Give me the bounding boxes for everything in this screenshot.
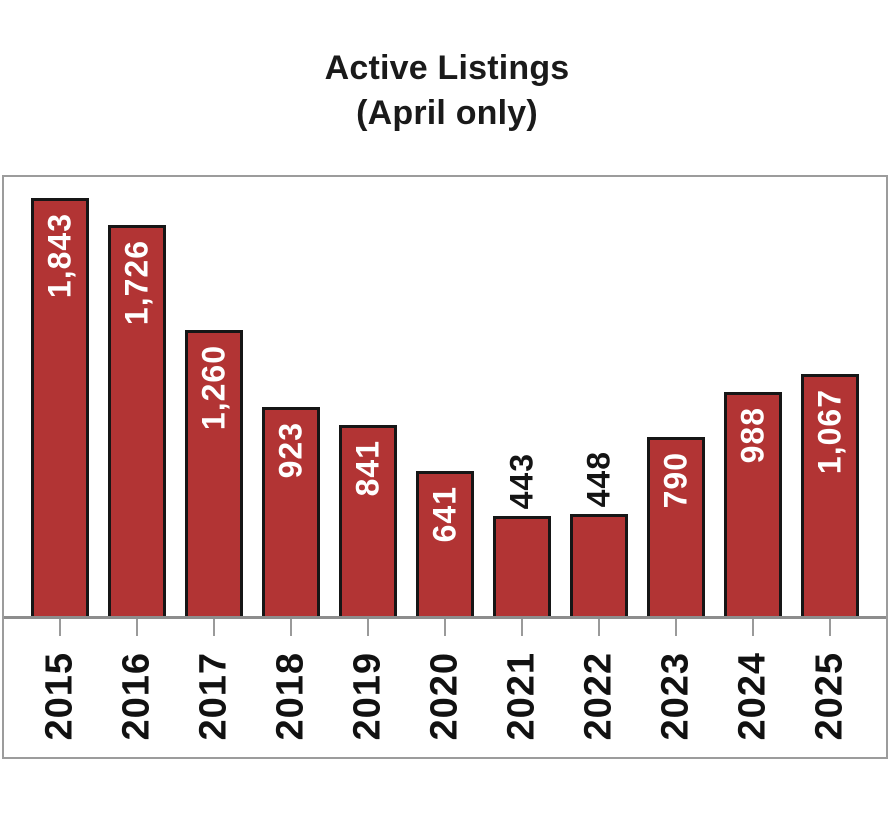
x-axis-label-2020: 2020	[423, 652, 466, 741]
bar-column-2024: 988 2024	[724, 177, 782, 757]
bar-value-label-2025: 1,067	[811, 389, 848, 475]
axis-tick-2019	[367, 619, 369, 636]
bar-value-label-2016: 1,726	[118, 240, 155, 326]
bar-2024: 988	[724, 392, 782, 616]
axis-tick-2020	[444, 619, 446, 636]
chart-frame: 1,843 2015 1,726 2016 1,260 2017 923 2018 841 201…	[2, 175, 888, 759]
x-axis-label-2023: 2023	[654, 652, 697, 741]
bar-column-2015: 1,843 2015	[31, 177, 89, 757]
bar-value-label-2019: 841	[349, 440, 386, 497]
bar-value-label-2018: 923	[272, 422, 309, 479]
axis-tick-2021	[521, 619, 523, 636]
bar-column-2021: 443 2021	[493, 177, 551, 757]
x-axis-label-2019: 2019	[346, 652, 389, 741]
bar-2018: 923	[262, 407, 320, 616]
bar-2019: 841	[339, 425, 397, 616]
axis-tick-2017	[213, 619, 215, 636]
axis-tick-2025	[829, 619, 831, 636]
bar-column-2020: 641 2020	[416, 177, 474, 757]
x-axis-label-2016: 2016	[115, 652, 158, 741]
x-axis-label-2024: 2024	[731, 652, 774, 741]
bar-value-label-2017: 1,260	[195, 345, 232, 431]
bar-column-2023: 790 2023	[647, 177, 705, 757]
bar-2016: 1,726	[108, 225, 166, 616]
axis-tick-2024	[752, 619, 754, 636]
x-axis-label-2021: 2021	[500, 652, 543, 741]
axis-tick-2022	[598, 619, 600, 636]
bar-2022: 448	[570, 451, 628, 616]
bar-2025: 1,067	[801, 374, 859, 616]
axis-tick-2016	[136, 619, 138, 636]
chart-title-line2: (April only)	[356, 93, 538, 132]
bar-2020: 641	[416, 471, 474, 616]
bar-value-label-2020: 641	[426, 486, 463, 543]
x-axis-line	[4, 616, 886, 619]
chart-title: Active Listings (April only)	[0, 46, 894, 136]
bar-column-2025: 1,067 2025	[801, 177, 859, 757]
bar-2021: 443	[493, 453, 551, 616]
bar-column-2017: 1,260 2017	[185, 177, 243, 757]
bar-value-label-2021: 443	[503, 452, 540, 509]
x-axis-label-2015: 2015	[38, 652, 81, 741]
bar-column-2022: 448 2022	[570, 177, 628, 757]
x-axis-label-2017: 2017	[192, 652, 235, 741]
bar-columns: 1,843 2015 1,726 2016 1,260 2017 923 2018 841 201…	[4, 177, 886, 757]
bar-2015: 1,843	[31, 198, 89, 616]
bar-column-2016: 1,726 2016	[108, 177, 166, 757]
bar-2023: 790	[647, 437, 705, 616]
axis-tick-2015	[59, 619, 61, 636]
bar-value-label-2015: 1,843	[41, 213, 78, 299]
bar-value-label-2022: 448	[580, 450, 617, 507]
axis-tick-2023	[675, 619, 677, 636]
bar-value-label-2024: 988	[734, 407, 771, 464]
chart-title-line1: Active Listings	[324, 49, 570, 87]
x-axis-label-2025: 2025	[808, 652, 851, 741]
axis-tick-2018	[290, 619, 292, 636]
bar-2017: 1,260	[185, 330, 243, 616]
bar-value-label-2023: 790	[657, 452, 694, 509]
x-axis-label-2022: 2022	[577, 652, 620, 741]
x-axis-label-2018: 2018	[269, 652, 312, 741]
bar-column-2018: 923 2018	[262, 177, 320, 757]
bar-column-2019: 841 2019	[339, 177, 397, 757]
